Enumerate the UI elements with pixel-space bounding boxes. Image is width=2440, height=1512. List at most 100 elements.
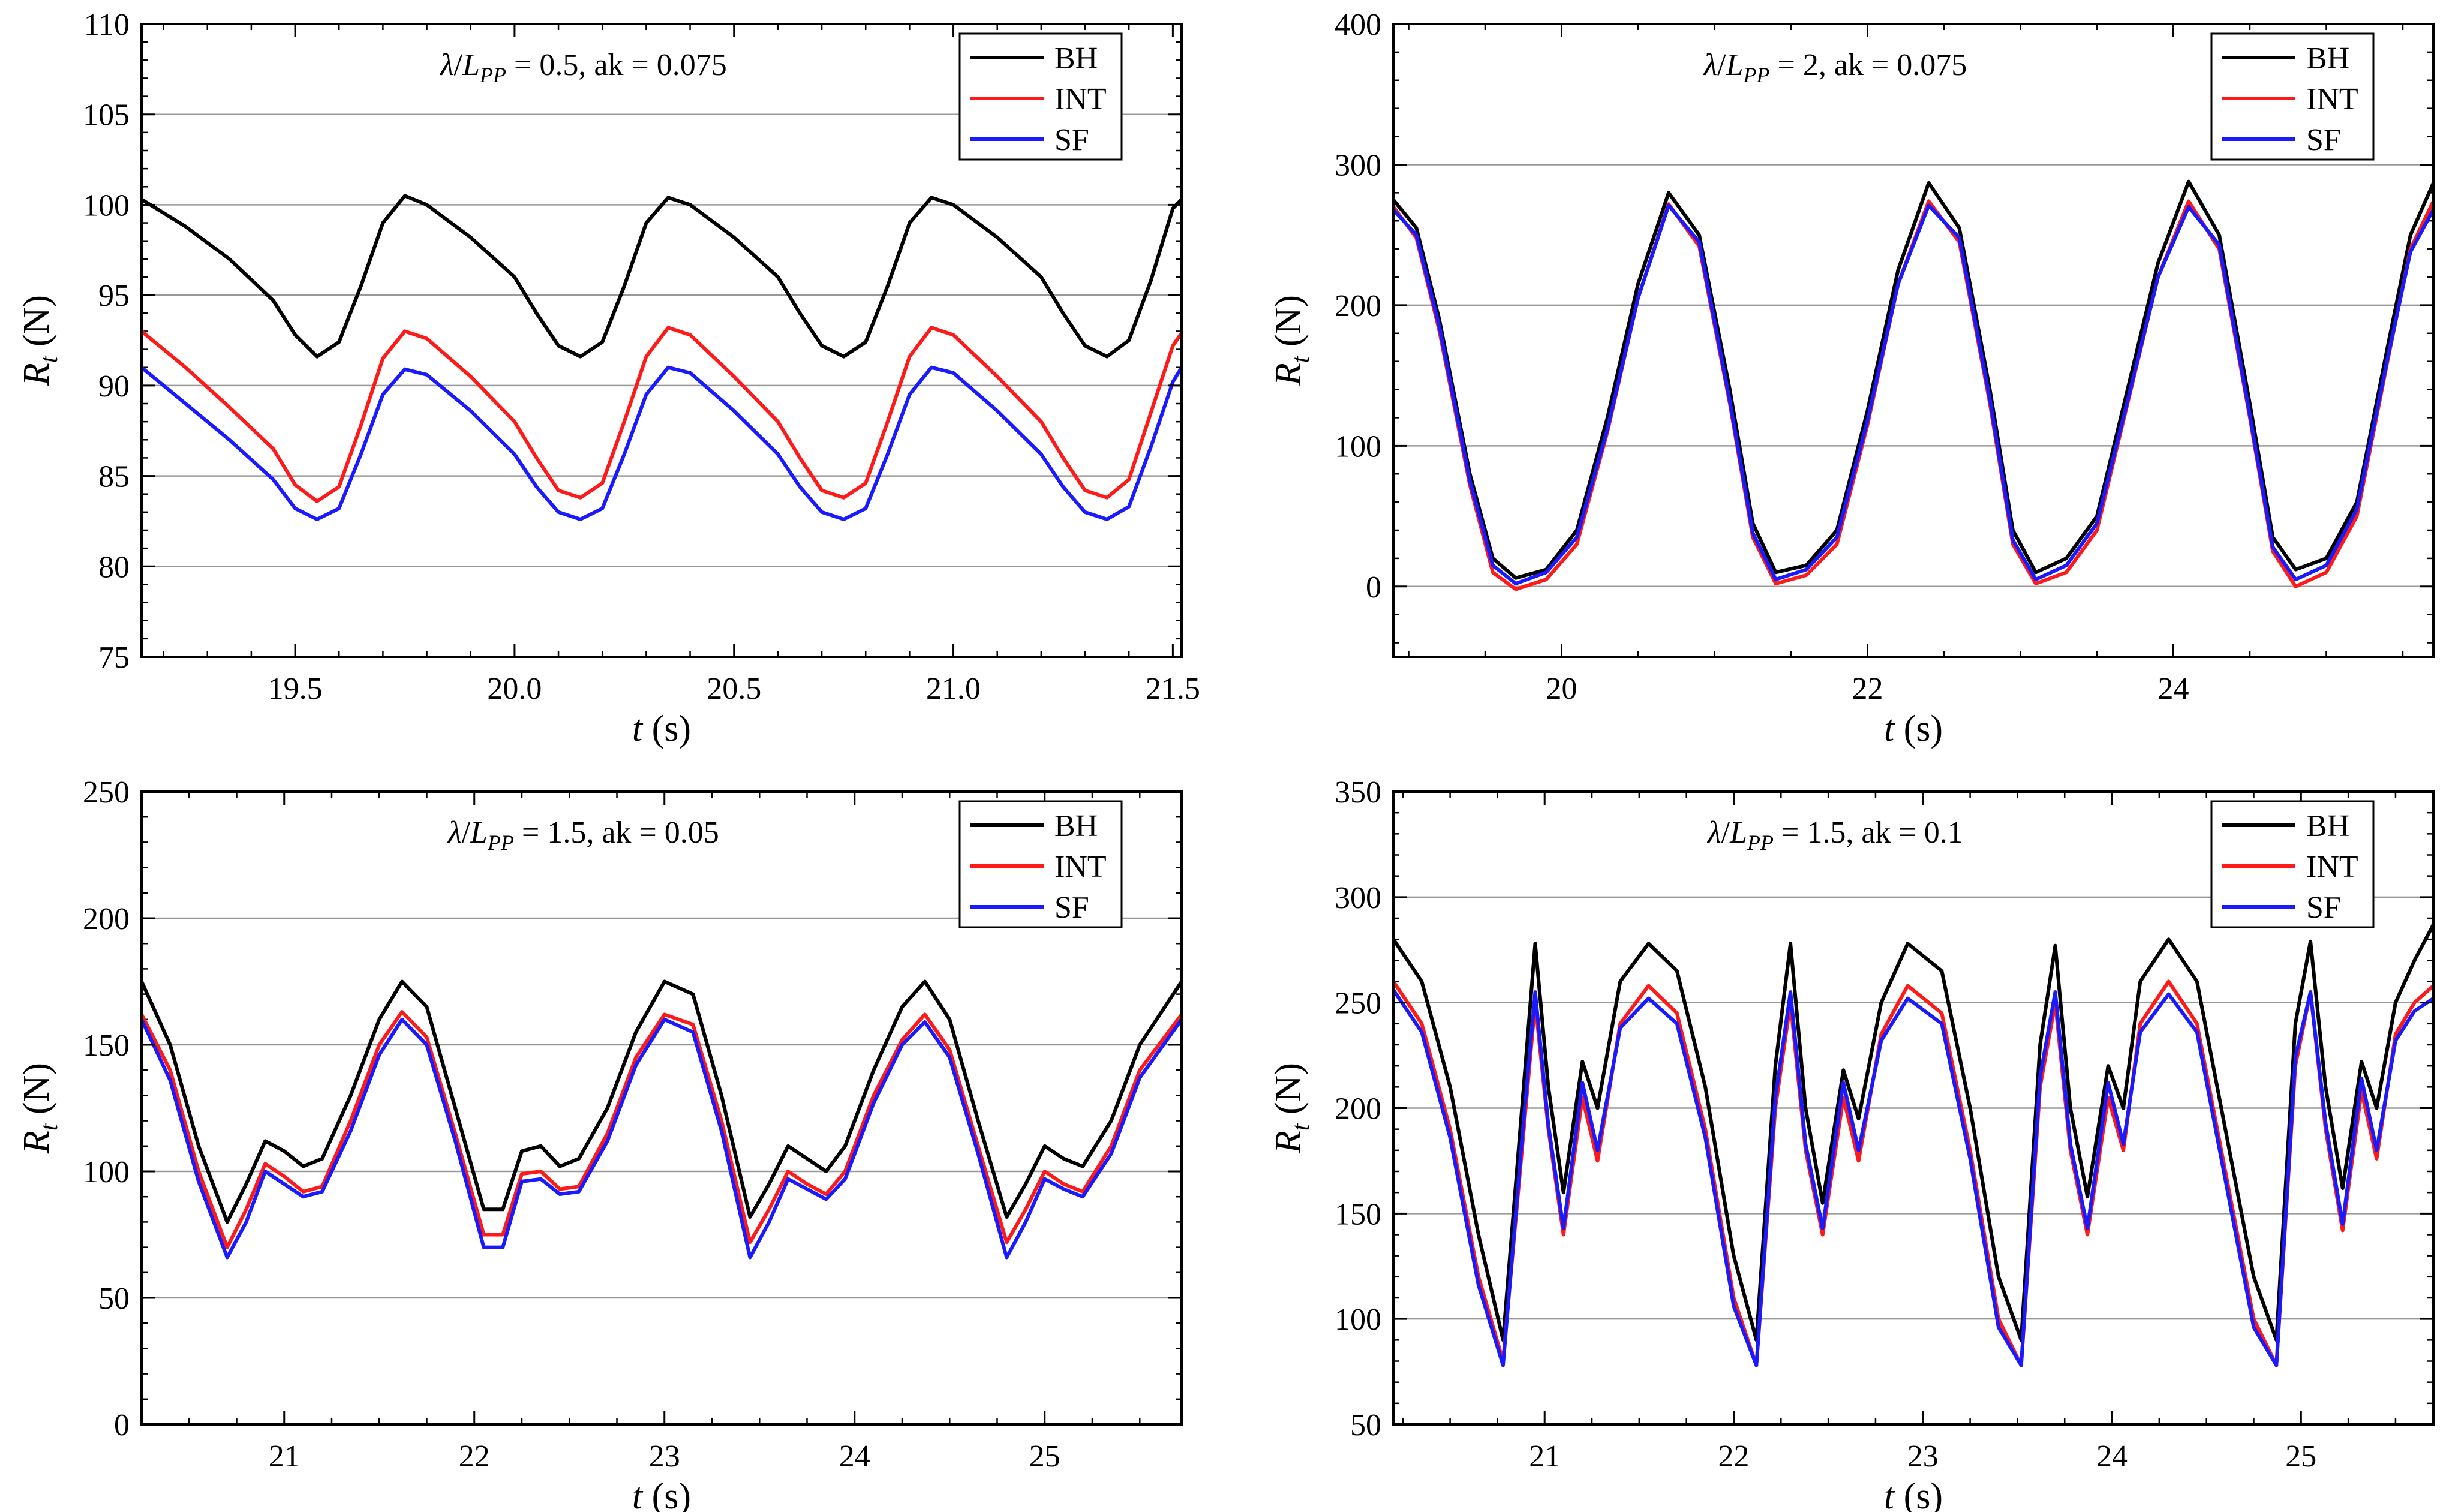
y-axis-label: Rt (N) — [1268, 1063, 1315, 1154]
y-tick-label: 150 — [83, 1029, 130, 1063]
x-axis-label: t (s) — [1884, 708, 1943, 749]
x-tick-label: 25 — [2285, 1439, 2316, 1474]
annotation-lambda: λ — [447, 816, 462, 850]
series-line-sf — [142, 365, 1182, 521]
legend-label-int: INT — [1054, 82, 1107, 116]
y-axis-label-unit: (N) — [16, 1063, 57, 1124]
y-tick-label: 85 — [98, 460, 130, 494]
series-line-bh — [1393, 922, 2433, 1342]
chart-p2: 20 22 24 0 100 200 300 400 t (s) Rt (N) λ/LPP = 2,… — [1268, 8, 2435, 749]
series-line-bh — [142, 979, 1182, 1224]
x-axis-label-var: t — [1884, 708, 1895, 749]
y-tick-label: 100 — [1335, 1303, 1381, 1337]
legend-label-bh: BH — [1054, 809, 1098, 843]
y-tick-label: 75 — [98, 641, 130, 675]
y-tick-label: 300 — [1335, 148, 1381, 182]
x-tick-label: 23 — [1907, 1439, 1939, 1474]
plot-frame — [140, 790, 1183, 1426]
annotation-slash: / — [1721, 816, 1730, 850]
legend-label-sf: SF — [2306, 123, 2341, 157]
x-tick-label: 24 — [839, 1439, 870, 1474]
y-tick-label: 0 — [114, 1408, 130, 1442]
x-axis-label-unit: (s) — [1894, 1476, 1943, 1512]
legend: BH INT SF — [2210, 800, 2375, 928]
x-axis-label: t (s) — [632, 708, 691, 749]
x-axis-label: t (s) — [1884, 1476, 1943, 1512]
y-axis-label: Rt (N) — [16, 295, 63, 386]
plot-frame — [1392, 790, 2435, 1426]
y-tick-label: 95 — [98, 279, 130, 313]
series-line-sf — [1393, 988, 2433, 1367]
y-tick-label: 200 — [83, 902, 130, 936]
x-tick-label: 22 — [1718, 1439, 1749, 1474]
y-tick-label: 350 — [1335, 775, 1381, 810]
y-axis-label-sub: t — [35, 355, 63, 363]
x-axis-label-var: t — [632, 708, 644, 749]
plot-frame — [1392, 23, 2435, 658]
y-axis-label: Rt (N) — [16, 1063, 63, 1154]
y-tick-label: 105 — [83, 98, 130, 133]
series-line-int — [1393, 199, 2433, 591]
annotation-L: L — [1726, 48, 1744, 82]
legend-label-int: INT — [1054, 850, 1107, 884]
x-tick-label: 21.5 — [1146, 672, 1200, 706]
legend-label-bh: BH — [2306, 809, 2349, 843]
y-axis-label: Rt (N) — [1268, 295, 1315, 386]
x-tick-label: 20.0 — [487, 672, 542, 706]
x-axis-label-var: t — [1884, 1476, 1895, 1512]
legend-label-int: INT — [2306, 82, 2358, 116]
x-tick-label: 25 — [1029, 1439, 1060, 1474]
y-axis-label-var: R — [1268, 363, 1309, 386]
x-tick-label: 24 — [2158, 672, 2189, 706]
legend: BH INT SF — [958, 32, 1123, 161]
legend-label-sf: SF — [1054, 123, 1089, 157]
annotation-lambda: λ — [439, 48, 454, 82]
annotation: λ/LPP = 1.5, ak = 0.1 — [1706, 816, 1963, 855]
series-line-int — [142, 1010, 1182, 1249]
annotation: λ/LPP = 0.5, ak = 0.075 — [439, 48, 727, 87]
annotation-slash: / — [454, 48, 463, 82]
annotation-lambda: λ — [1706, 816, 1721, 850]
x-axis-label-unit: (s) — [1894, 708, 1943, 749]
x-tick-label: 22 — [459, 1439, 490, 1474]
y-axis-label-sub: t — [1287, 355, 1315, 363]
annotation-sub: PP — [487, 831, 514, 855]
y-axis-label-var: R — [1268, 1131, 1309, 1154]
annotation-rest: = 1.5, ak = 0.05 — [514, 816, 719, 850]
annotation-lambda: λ — [1703, 48, 1718, 82]
y-tick-label: 110 — [84, 8, 130, 42]
y-tick-label: 50 — [98, 1282, 130, 1316]
annotation-slash: / — [462, 816, 471, 850]
x-tick-label: 20 — [1546, 672, 1577, 706]
y-tick-label: 90 — [98, 369, 130, 404]
x-tick-label: 21 — [1529, 1439, 1560, 1474]
y-tick-label: 0 — [1366, 570, 1381, 605]
series-line-sf — [1393, 203, 2433, 586]
y-axis-label-sub: t — [35, 1123, 63, 1131]
annotation-sub: PP — [1743, 63, 1770, 87]
annotation-L: L — [470, 816, 488, 850]
annotation: λ/LPP = 1.5, ak = 0.05 — [447, 816, 719, 855]
legend: BH INT SF — [958, 800, 1123, 928]
y-tick-label: 100 — [83, 188, 130, 223]
y-tick-label: 100 — [83, 1155, 130, 1189]
legend-label-sf: SF — [1054, 891, 1089, 925]
x-tick-label: 23 — [649, 1439, 680, 1474]
y-axis-label-sub: t — [1287, 1123, 1315, 1131]
y-axis-label-unit: (N) — [16, 295, 57, 356]
y-tick-label: 80 — [98, 550, 130, 584]
series-line-sf — [142, 1017, 1182, 1260]
x-axis-label-unit: (s) — [642, 708, 691, 749]
series-line-int — [142, 326, 1182, 503]
y-tick-label: 250 — [83, 775, 130, 810]
y-tick-label: 200 — [1335, 1092, 1381, 1126]
annotation-sub: PP — [1747, 831, 1774, 855]
annotation-sub: PP — [479, 63, 506, 87]
annotation: λ/LPP = 2, ak = 0.075 — [1703, 48, 1967, 87]
y-axis-label-var: R — [16, 363, 57, 386]
annotation-L: L — [1729, 816, 1747, 850]
series-line-bh — [142, 194, 1182, 359]
x-tick-label: 21.0 — [926, 672, 981, 706]
y-axis-label-var: R — [16, 1131, 57, 1154]
x-tick-label: 20.5 — [707, 672, 761, 706]
